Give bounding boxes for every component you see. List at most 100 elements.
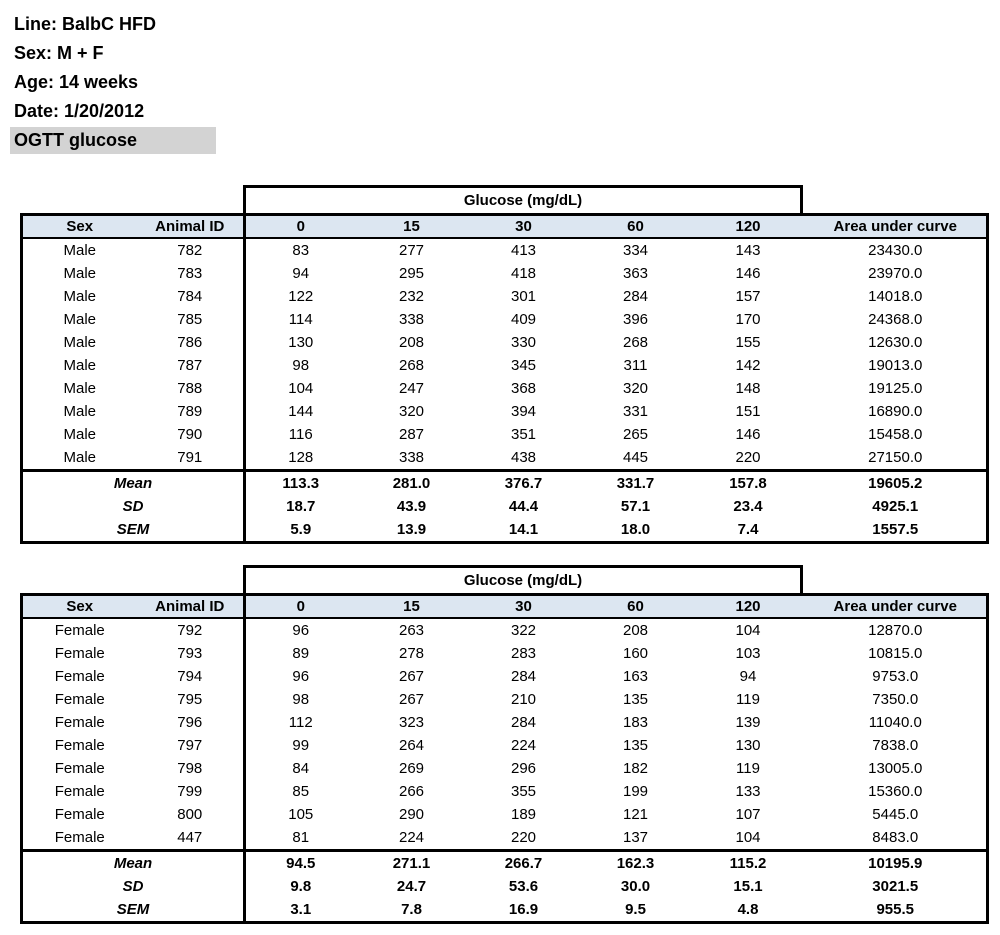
glucose-value-cell: 277 xyxy=(398,242,425,259)
auc-cell: 11040.0 xyxy=(868,714,922,731)
column-header-15: 15 xyxy=(355,594,468,619)
auc-cell: 16890.0 xyxy=(868,403,923,420)
glucose-value-cell: 338 xyxy=(398,449,425,466)
animal-row: Female 795 98 267 210 135 119 7350.0 xyxy=(22,688,988,711)
date-label: Date: 1/20/2012 xyxy=(14,101,145,121)
auc-cell: 15360.0 xyxy=(868,783,923,800)
glucose-value-cell: 96 xyxy=(243,618,356,642)
animal-id-cell: 786 xyxy=(177,334,203,351)
glucose-value-cell: 290 xyxy=(398,806,425,823)
glucose-value-cell: 83 xyxy=(243,238,356,262)
animal-row: Female 796 112 323 284 183 139 11040.0 xyxy=(22,711,988,734)
glucose-value-cell: 99 xyxy=(243,734,356,757)
stat-value-cell: 7.8 xyxy=(401,901,422,918)
stat-value-cell: 9.8 xyxy=(243,875,356,898)
stat-value-cell: 44.4 xyxy=(508,498,539,515)
stat-value-cell: 30.0 xyxy=(620,878,651,895)
glucose-value-cell: 104 xyxy=(243,377,356,400)
animal-id-cell: 784 xyxy=(177,288,203,305)
stat-value-cell: 57.1 xyxy=(620,498,651,515)
glucose-value-cell: 264 xyxy=(398,737,425,754)
column-header-area-under-curve: Area under curve xyxy=(804,214,988,239)
glucose-value-cell: 296 xyxy=(510,760,537,777)
column-header-area-under-curve: Area under curve xyxy=(804,594,988,619)
column-header-60: 60 xyxy=(579,214,692,239)
glucose-value-cell: 208 xyxy=(398,334,425,351)
stat-value-cell: 16.9 xyxy=(508,901,539,918)
stat-value-cell: 18.0 xyxy=(620,521,651,538)
glucose-value-cell: 89 xyxy=(243,642,356,665)
auc-cell: 14018.0 xyxy=(868,288,923,305)
column-header-30: 30 xyxy=(467,594,580,619)
animal-id-cell: 799 xyxy=(177,783,203,800)
glucose-value-cell: 98 xyxy=(243,688,356,711)
glucose-value-cell: 105 xyxy=(243,803,356,826)
stat-value-cell: 266.7 xyxy=(467,849,580,875)
glucose-value-cell: 119 xyxy=(736,691,760,708)
glucose-value-cell: 114 xyxy=(243,308,356,331)
glucose-value-cell: 267 xyxy=(398,668,425,685)
auc-cell: 12870.0 xyxy=(868,622,923,639)
animal-id-cell: 788 xyxy=(177,380,203,397)
glucose-value-cell: 301 xyxy=(510,288,537,305)
glucose-value-cell: 355 xyxy=(510,783,537,800)
header-row: Sex Animal ID 0 15 30 60 120 Area under curve xyxy=(21,214,988,239)
column-header-0: 0 xyxy=(243,214,356,239)
glucose-group-header: Glucose (mg/dL) xyxy=(243,565,803,593)
stat-label: SEM xyxy=(116,901,150,918)
glucose-value-cell: 103 xyxy=(735,645,761,662)
stat-value-cell: 281.0 xyxy=(355,469,468,495)
glucose-value-cell: 104 xyxy=(735,829,761,846)
glucose-value-cell: 334 xyxy=(622,242,649,259)
glucose-value-cell: 284 xyxy=(622,288,649,305)
stat-value-cell: 115.2 xyxy=(691,849,805,875)
sex-cell: Female xyxy=(54,806,105,823)
sex-cell: Female xyxy=(54,829,105,846)
stat-value-cell: 15.1 xyxy=(733,878,763,895)
stat-value-cell: 3.1 xyxy=(243,898,356,923)
animal-row: Female 793 89 278 283 160 103 10815.0 xyxy=(22,642,988,665)
sex-cell: Male xyxy=(63,334,96,351)
stats-row-sem: SEM 5.9 13.9 14.1 18.0 7.4 1557.5 xyxy=(22,518,988,543)
animal-row: Male 790 116 287 351 265 146 15458.0 xyxy=(22,423,988,446)
sex-cell: Female xyxy=(54,622,105,639)
sex-cell: Male xyxy=(63,288,96,305)
glucose-value-cell: 146 xyxy=(735,265,761,282)
glucose-value-cell: 409 xyxy=(510,311,537,328)
animal-row: Male 789 144 320 394 331 151 16890.0 xyxy=(22,400,988,423)
glucose-value-cell: 330 xyxy=(510,334,537,351)
female-table-body: Female 792 96 263 322 208 104 12870.0 Female 793 8… xyxy=(22,618,988,851)
stat-value-cell: 331.7 xyxy=(579,469,692,495)
stat-value-cell: 19605.2 xyxy=(804,469,988,495)
glucose-value-cell: 232 xyxy=(398,288,425,305)
stat-value-cell: 43.9 xyxy=(396,498,427,515)
stats-row-sd: SD 18.7 43.9 44.4 57.1 23.4 4925.1 xyxy=(22,495,988,518)
sex-cell: Female xyxy=(54,783,105,800)
sex-cell: Male xyxy=(63,403,96,420)
auc-cell: 7350.0 xyxy=(872,691,919,708)
stat-value-cell: 157.8 xyxy=(691,469,805,495)
column-header-0: 0 xyxy=(243,594,356,619)
animal-row: Female 447 81 224 220 137 104 8483.0 xyxy=(22,826,988,851)
animal-row: Male 788 104 247 368 320 148 19125.0 xyxy=(22,377,988,400)
sex-cell: Male xyxy=(63,380,96,397)
glucose-value-cell: 269 xyxy=(398,760,425,777)
glucose-value-cell: 182 xyxy=(622,760,649,777)
animal-id-cell: 798 xyxy=(177,760,203,777)
animal-row: Female 797 99 264 224 135 130 7838.0 xyxy=(22,734,988,757)
stat-value-cell: 3021.5 xyxy=(872,878,919,895)
animal-row: Male 782 83 277 413 334 143 23430.0 xyxy=(22,238,988,262)
column-header-60: 60 xyxy=(579,594,692,619)
auc-cell: 23430.0 xyxy=(868,242,923,259)
stat-value-cell: 4925.1 xyxy=(872,498,919,515)
glucose-value-cell: 338 xyxy=(398,311,425,328)
stat-label: Mean xyxy=(21,849,245,875)
stat-value-cell: 955.5 xyxy=(876,901,915,918)
male-table-header: Sex Animal ID 0 15 30 60 120 Area under curve xyxy=(21,214,988,239)
animal-row: Female 800 105 290 189 121 107 5445.0 xyxy=(22,803,988,826)
auc-cell: 12630.0 xyxy=(868,334,923,351)
glucose-value-cell: 438 xyxy=(510,449,537,466)
animal-row: Male 787 98 268 345 311 142 19013.0 xyxy=(22,354,988,377)
animal-id-cell: 789 xyxy=(177,403,203,420)
glucose-value-cell: 266 xyxy=(398,783,425,800)
